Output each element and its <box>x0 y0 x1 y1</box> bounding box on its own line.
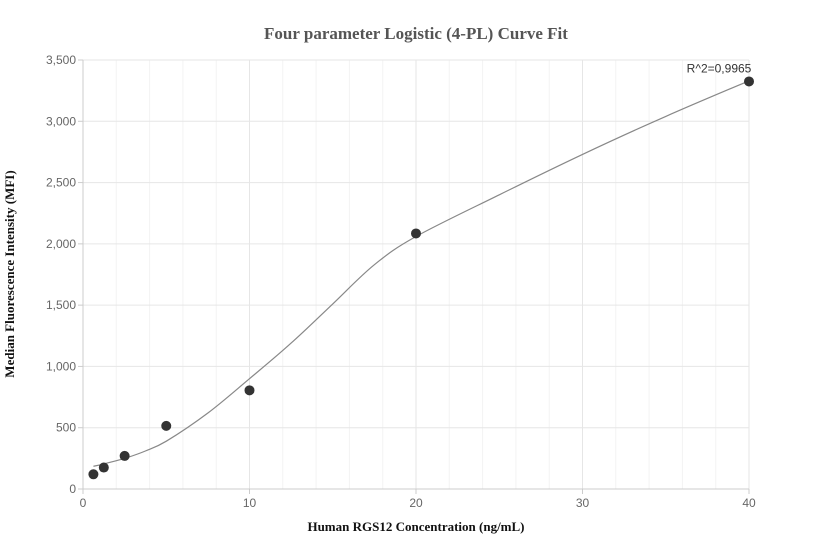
data-point <box>161 420 172 431</box>
data-point <box>744 76 754 87</box>
x-tick-label: 20 <box>409 496 423 510</box>
y-tick-label: 1,000 <box>46 359 76 373</box>
data-point <box>411 228 421 239</box>
r-squared-annotation: R^2=0,9965 <box>687 61 752 75</box>
data-point <box>119 450 130 461</box>
x-tick-label: 40 <box>742 496 756 510</box>
x-tick-label: 0 <box>80 496 87 510</box>
y-tick-label: 3,500 <box>46 53 76 67</box>
chart-title: Four parameter Logistic (4-PL) Curve Fit <box>264 24 568 43</box>
x-tick-label: 30 <box>576 496 590 510</box>
x-tick-label: 10 <box>243 496 257 510</box>
x-tick-labels: 0 10 20 30 40 <box>80 489 756 510</box>
data-point <box>244 385 255 396</box>
data-point <box>98 462 109 473</box>
y-tick-label: 1,500 <box>46 298 76 312</box>
y-tick-label: 2,000 <box>46 237 76 251</box>
y-tick-label: 0 <box>69 482 76 496</box>
data-points <box>88 76 754 480</box>
data-point <box>88 469 99 480</box>
y-tick-label: 3,000 <box>46 114 76 128</box>
y-tick-label: 500 <box>56 421 76 435</box>
y-tick-labels: 0 500 1,000 1,500 2,000 2,500 3,000 3,500 <box>46 53 83 496</box>
y-tick-label: 2,500 <box>46 176 76 190</box>
fit-curve <box>93 80 750 467</box>
y-axis-title: Median Fluorescence Intensity (MFI) <box>2 170 17 377</box>
grid <box>83 59 750 489</box>
x-axis-title: Human RGS12 Concentration (ng/mL) <box>307 519 524 534</box>
